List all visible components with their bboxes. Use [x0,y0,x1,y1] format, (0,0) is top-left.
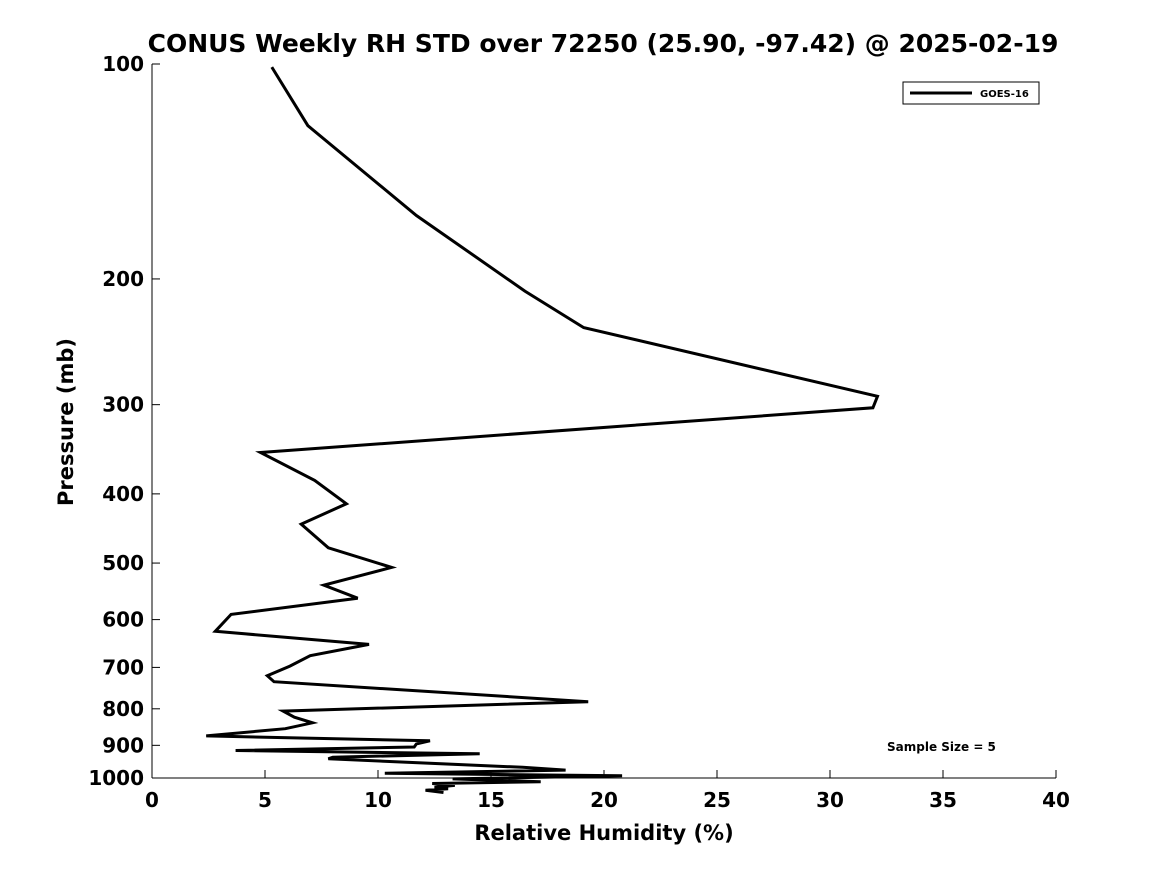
x-axis-ticks: 0 5 10 15 20 25 30 35 40 [145,770,1070,812]
x-tick-label: 35 [929,788,957,812]
x-tick-label: 15 [477,788,505,812]
x-tick-label: 30 [816,788,844,812]
y-tick-label: 200 [102,267,144,291]
x-tick-label: 5 [258,788,272,812]
sample-size-annotation: Sample Size = 5 [887,740,996,754]
y-tick-label: 900 [102,733,144,757]
x-tick-label: 25 [703,788,731,812]
y-tick-label: 600 [102,608,144,632]
y-tick-label: 700 [102,655,144,679]
y-axis-ticks: 100 200 300 400 500 600 700 800 900 1000 [88,52,160,790]
legend-label: GOES-16 [980,89,1029,100]
chart-title: CONUS Weekly RH STD over 72250 (25.90, -… [148,29,1059,58]
y-tick-label: 1000 [88,766,144,790]
x-axis-label: Relative Humidity (%) [474,821,733,845]
y-tick-label: 300 [102,393,144,417]
series-line-goes-16 [206,66,880,794]
y-tick-label: 400 [102,482,144,506]
x-tick-label: 0 [145,788,159,812]
y-tick-label: 500 [102,551,144,575]
y-tick-label: 100 [102,52,144,76]
legend: GOES-16 [902,81,1040,105]
x-tick-label: 40 [1042,788,1070,812]
y-tick-label: 800 [102,697,144,721]
x-tick-label: 10 [364,788,392,812]
y-axis-label: Pressure (mb) [54,338,78,506]
x-tick-label: 20 [590,788,618,812]
